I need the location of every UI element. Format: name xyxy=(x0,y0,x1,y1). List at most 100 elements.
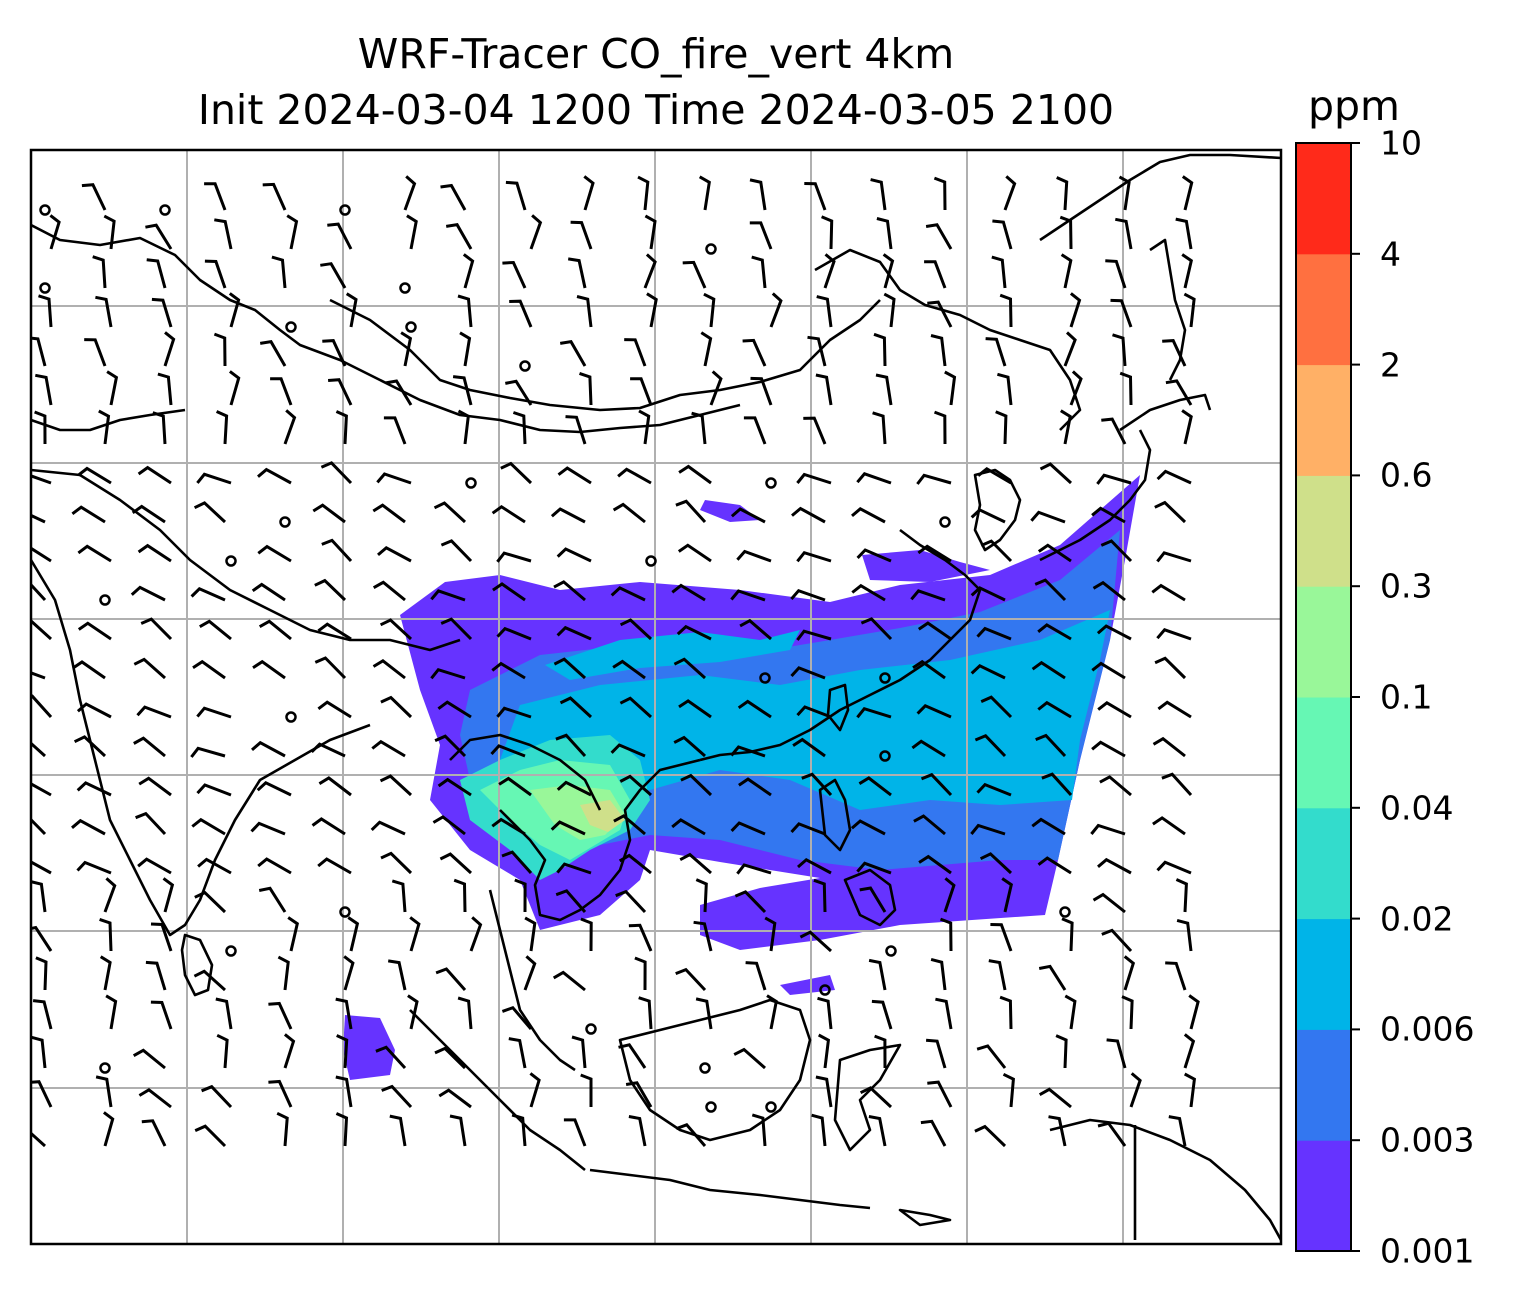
wind-barb xyxy=(815,1075,833,1108)
wind-barb xyxy=(320,262,347,289)
wind-barb xyxy=(811,1113,827,1147)
wind-barb xyxy=(1001,877,1013,913)
wind-barb xyxy=(529,214,543,250)
wind-barb xyxy=(999,995,1013,1030)
wind-barb xyxy=(990,923,1013,952)
calm-wind-marker xyxy=(765,1101,777,1113)
malay-peninsula xyxy=(488,889,576,1072)
wind-barb xyxy=(277,955,290,991)
wind-barb xyxy=(703,292,716,328)
wind-barb xyxy=(1165,379,1193,406)
wind-barb xyxy=(31,474,52,485)
wind-barb xyxy=(403,175,417,211)
wind-barb xyxy=(31,513,46,524)
wind-barb xyxy=(916,704,952,719)
wind-barb xyxy=(619,618,653,641)
colorbar-tick-label: 0.6 xyxy=(1380,455,1433,495)
wind-barb xyxy=(988,959,1007,991)
wind-barb xyxy=(283,1033,296,1069)
wind-barb xyxy=(327,378,353,406)
wind-barb xyxy=(385,379,413,406)
wind-barb xyxy=(933,410,947,445)
wind-barb xyxy=(571,1035,587,1069)
wind-barb xyxy=(1096,624,1132,641)
wind-barb xyxy=(850,819,886,836)
wind-barb xyxy=(430,667,466,680)
wind-barb xyxy=(457,996,473,1030)
colorbar-segment xyxy=(1296,143,1351,255)
wind-barb xyxy=(1154,656,1187,680)
wind-barb xyxy=(197,857,232,875)
wind-barb xyxy=(751,255,767,289)
wind-barb xyxy=(628,1115,647,1147)
wind-barb xyxy=(924,260,947,289)
wind-barb xyxy=(764,916,777,952)
wind-barb xyxy=(317,857,352,875)
wind-barb xyxy=(630,377,653,406)
wind-barb xyxy=(816,295,833,328)
wind-barb xyxy=(823,253,836,289)
wind-barb xyxy=(634,956,647,991)
wind-barb xyxy=(271,255,287,289)
wind-barb xyxy=(736,549,772,563)
wind-barb xyxy=(496,706,532,719)
wind-barb xyxy=(31,741,47,758)
wind-barb xyxy=(874,1034,887,1069)
wind-barb xyxy=(856,548,892,563)
wind-barb xyxy=(583,175,595,211)
wind-barb xyxy=(1090,823,1126,836)
wind-barb xyxy=(502,260,527,289)
wind-barb xyxy=(77,544,112,563)
wind-barb xyxy=(918,854,952,875)
wind-barb xyxy=(151,297,173,328)
wind-barb xyxy=(452,375,473,406)
wind-barb xyxy=(438,1088,472,1109)
wind-barb xyxy=(1064,994,1077,1030)
wind-barb xyxy=(1092,580,1126,602)
wind-barb xyxy=(1063,331,1077,367)
wind-barb xyxy=(925,223,953,250)
wind-barb xyxy=(628,923,653,952)
wind-barb xyxy=(327,222,353,250)
wind-barb xyxy=(680,773,713,797)
wind-barb xyxy=(944,370,957,406)
wind-barb xyxy=(734,890,767,914)
wind-barb xyxy=(1110,298,1133,328)
wind-barb xyxy=(347,916,360,952)
colorbar-segment xyxy=(1296,1140,1351,1252)
wind-barb xyxy=(1038,964,1067,991)
wind-barb xyxy=(1038,1087,1072,1109)
wind-barb xyxy=(76,702,112,719)
calm-wind-marker xyxy=(939,516,951,528)
wind-barb xyxy=(856,472,892,485)
wind-barb xyxy=(1105,259,1127,289)
wind-barb xyxy=(157,372,173,406)
colorbar-tick-label: 0.006 xyxy=(1380,1009,1475,1049)
wind-barb xyxy=(31,817,47,836)
wind-barb xyxy=(196,706,232,719)
wind-barb xyxy=(813,878,827,913)
wind-barb xyxy=(407,994,419,1030)
wind-barb xyxy=(870,178,887,211)
wind-barb xyxy=(321,538,353,563)
east-russia-coast xyxy=(1039,153,1281,242)
wind-barb xyxy=(817,1033,831,1069)
wind-barb xyxy=(99,917,113,952)
wind-barb xyxy=(103,214,116,250)
wind-barb xyxy=(698,175,711,211)
coastlines-and-borders xyxy=(31,153,1281,1241)
wind-barb xyxy=(875,373,893,406)
wind-barb xyxy=(1154,500,1187,524)
java-island xyxy=(589,1168,871,1210)
wind-barb xyxy=(678,464,712,485)
wind-barb xyxy=(1162,339,1187,367)
russia-china-border xyxy=(814,248,1082,431)
wind-barb xyxy=(335,410,348,445)
wind-barb xyxy=(1061,917,1074,952)
wind-barb xyxy=(283,409,297,445)
wind-barb xyxy=(613,814,646,836)
wind-barb xyxy=(387,959,407,991)
wind-barb xyxy=(920,772,953,797)
calm-wind-marker xyxy=(225,555,237,567)
wind-barb xyxy=(673,735,706,758)
